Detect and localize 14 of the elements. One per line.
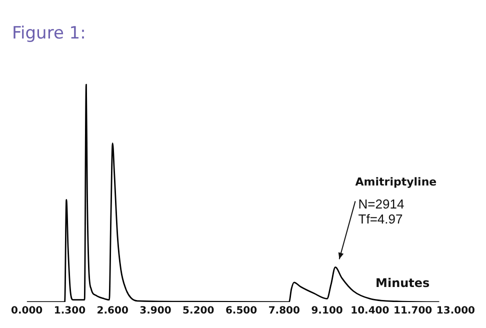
x-tick-label: 7.800 xyxy=(268,306,300,317)
x-tick-label: 13.000 xyxy=(436,306,476,317)
chart-title: Figure 1: xyxy=(12,24,86,44)
x-tick-label: 0.000 xyxy=(10,306,43,317)
x-tick-label: 5.200 xyxy=(182,306,214,317)
x-tick-label: 1.300 xyxy=(54,306,86,317)
annotation: Amitriptyline N=2914 Tf=4.97 xyxy=(355,176,437,226)
x-tick-label: 6.500 xyxy=(225,306,258,317)
x-tick-label: 2.600 xyxy=(96,306,128,317)
x-tick-label: 9.100 xyxy=(311,306,343,317)
x-tick-label: 11.700 xyxy=(394,306,432,317)
x-tick-label: 3.900 xyxy=(140,306,172,317)
x-axis-title: Minutes xyxy=(376,276,430,290)
x-tick-label: 10.400 xyxy=(350,306,390,317)
